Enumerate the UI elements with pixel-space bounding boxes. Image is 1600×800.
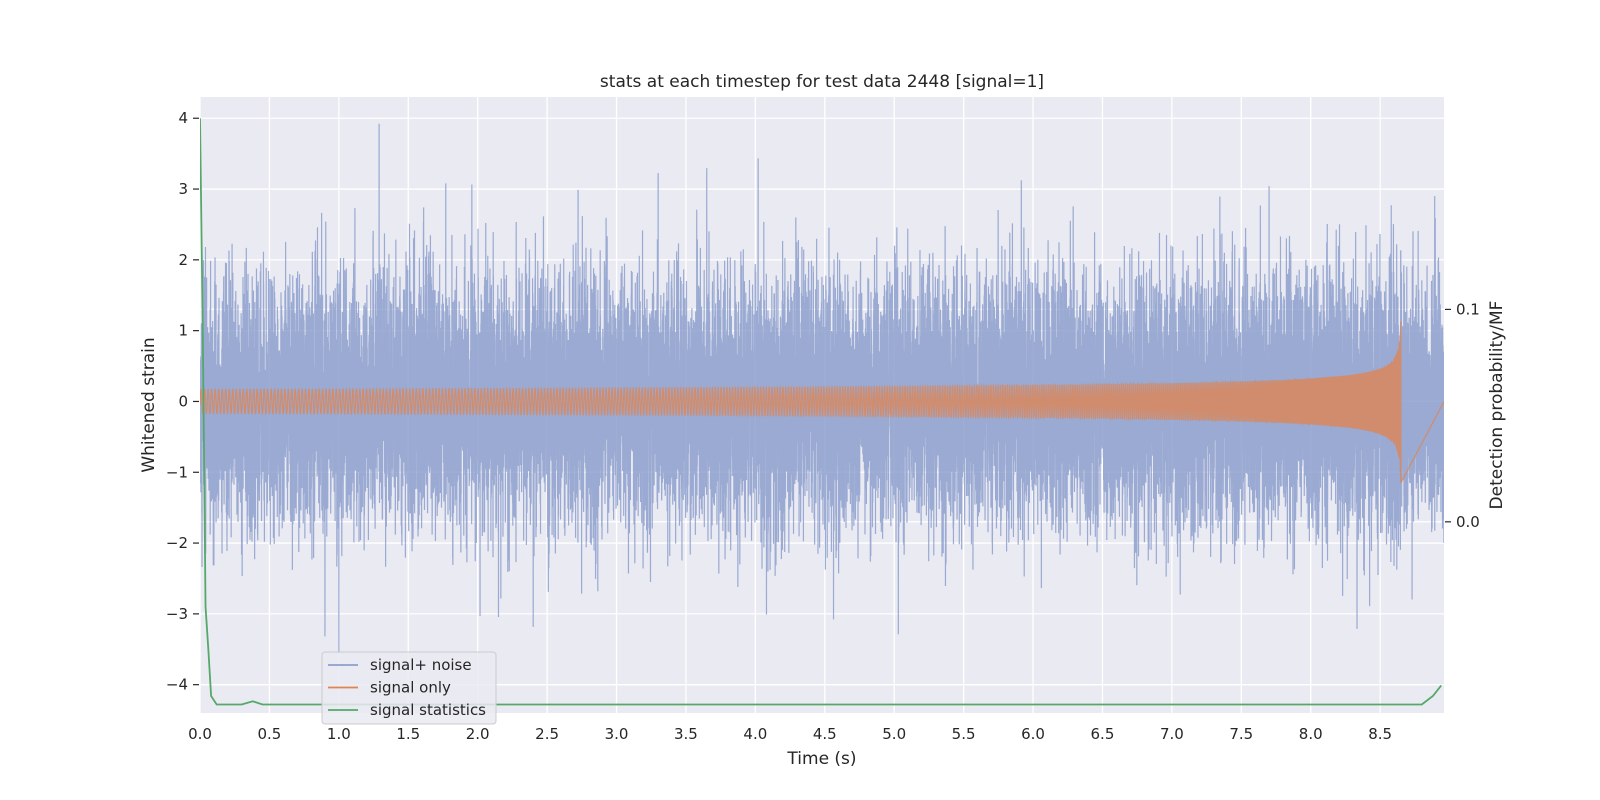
y2-tick-label: 0.0: [1456, 513, 1480, 531]
x-tick-label: 5.5: [952, 725, 976, 743]
x-tick-label: 3.0: [605, 725, 629, 743]
y-tick-label: 3: [178, 180, 188, 198]
x-tick-label: 3.5: [674, 725, 698, 743]
y-axis-ticks: 4 3 2 1 0 −1 −2 −3 −4: [166, 109, 199, 694]
y-tick-label: −4: [166, 676, 188, 694]
y-tick-label: −2: [166, 534, 188, 552]
y-tick-label: −1: [166, 463, 188, 481]
y2-tick-label: 0.1: [1456, 300, 1480, 318]
x-tick-label: 2.0: [466, 725, 490, 743]
x-tick-label: 8.5: [1368, 725, 1392, 743]
x-tick-label: 6.0: [1021, 725, 1045, 743]
series-signal-only-line: [200, 321, 1444, 484]
x-tick-label: 5.0: [882, 725, 906, 743]
x-tick-label: 0.0: [188, 725, 212, 743]
y-tick-label: 2: [178, 251, 188, 269]
x-axis-label: Time (s): [786, 749, 856, 769]
x-tick-label: 2.5: [535, 725, 559, 743]
legend: signal+ noise signal only signal statist…: [321, 651, 497, 725]
y-tick-label: 0: [178, 392, 188, 410]
x-tick-label: 1.0: [327, 725, 351, 743]
x-axis-ticks: 0.0 0.5 1.0 1.5 2.0 2.5 3.0 3.5 4.0 4.5 5.0 5.5 6.0 6…: [188, 725, 1392, 743]
y-axis-label: Whitened strain: [139, 337, 159, 472]
x-tick-label: 4.5: [813, 725, 837, 743]
x-tick-label: 7.0: [1160, 725, 1184, 743]
legend-entry-signal-only: signal only: [370, 679, 451, 697]
series-signal-statistics-line: [200, 118, 1442, 706]
x-tick-label: 0.5: [257, 725, 281, 743]
x-tick-label: 7.5: [1229, 725, 1253, 743]
y2-axis-ticks: 0.1 0.0: [1445, 300, 1480, 531]
legend-entry-signal-noise: signal+ noise: [370, 656, 472, 674]
x-tick-label: 1.5: [396, 725, 420, 743]
y-tick-label: 1: [178, 322, 188, 340]
legend-box: [321, 651, 497, 725]
series-layer: [200, 118, 1444, 706]
legend-entry-signal-statistics: signal statistics: [370, 701, 486, 719]
y2-axis-label: Detection probability/MF: [1487, 301, 1507, 510]
y-tick-label: −3: [166, 605, 188, 623]
x-tick-label: 6.5: [1091, 725, 1115, 743]
x-tick-label: 8.0: [1299, 725, 1323, 743]
chart-title: stats at each timestep for test data 244…: [600, 72, 1044, 92]
y-tick-label: 4: [178, 109, 188, 127]
x-tick-label: 4.0: [743, 725, 767, 743]
